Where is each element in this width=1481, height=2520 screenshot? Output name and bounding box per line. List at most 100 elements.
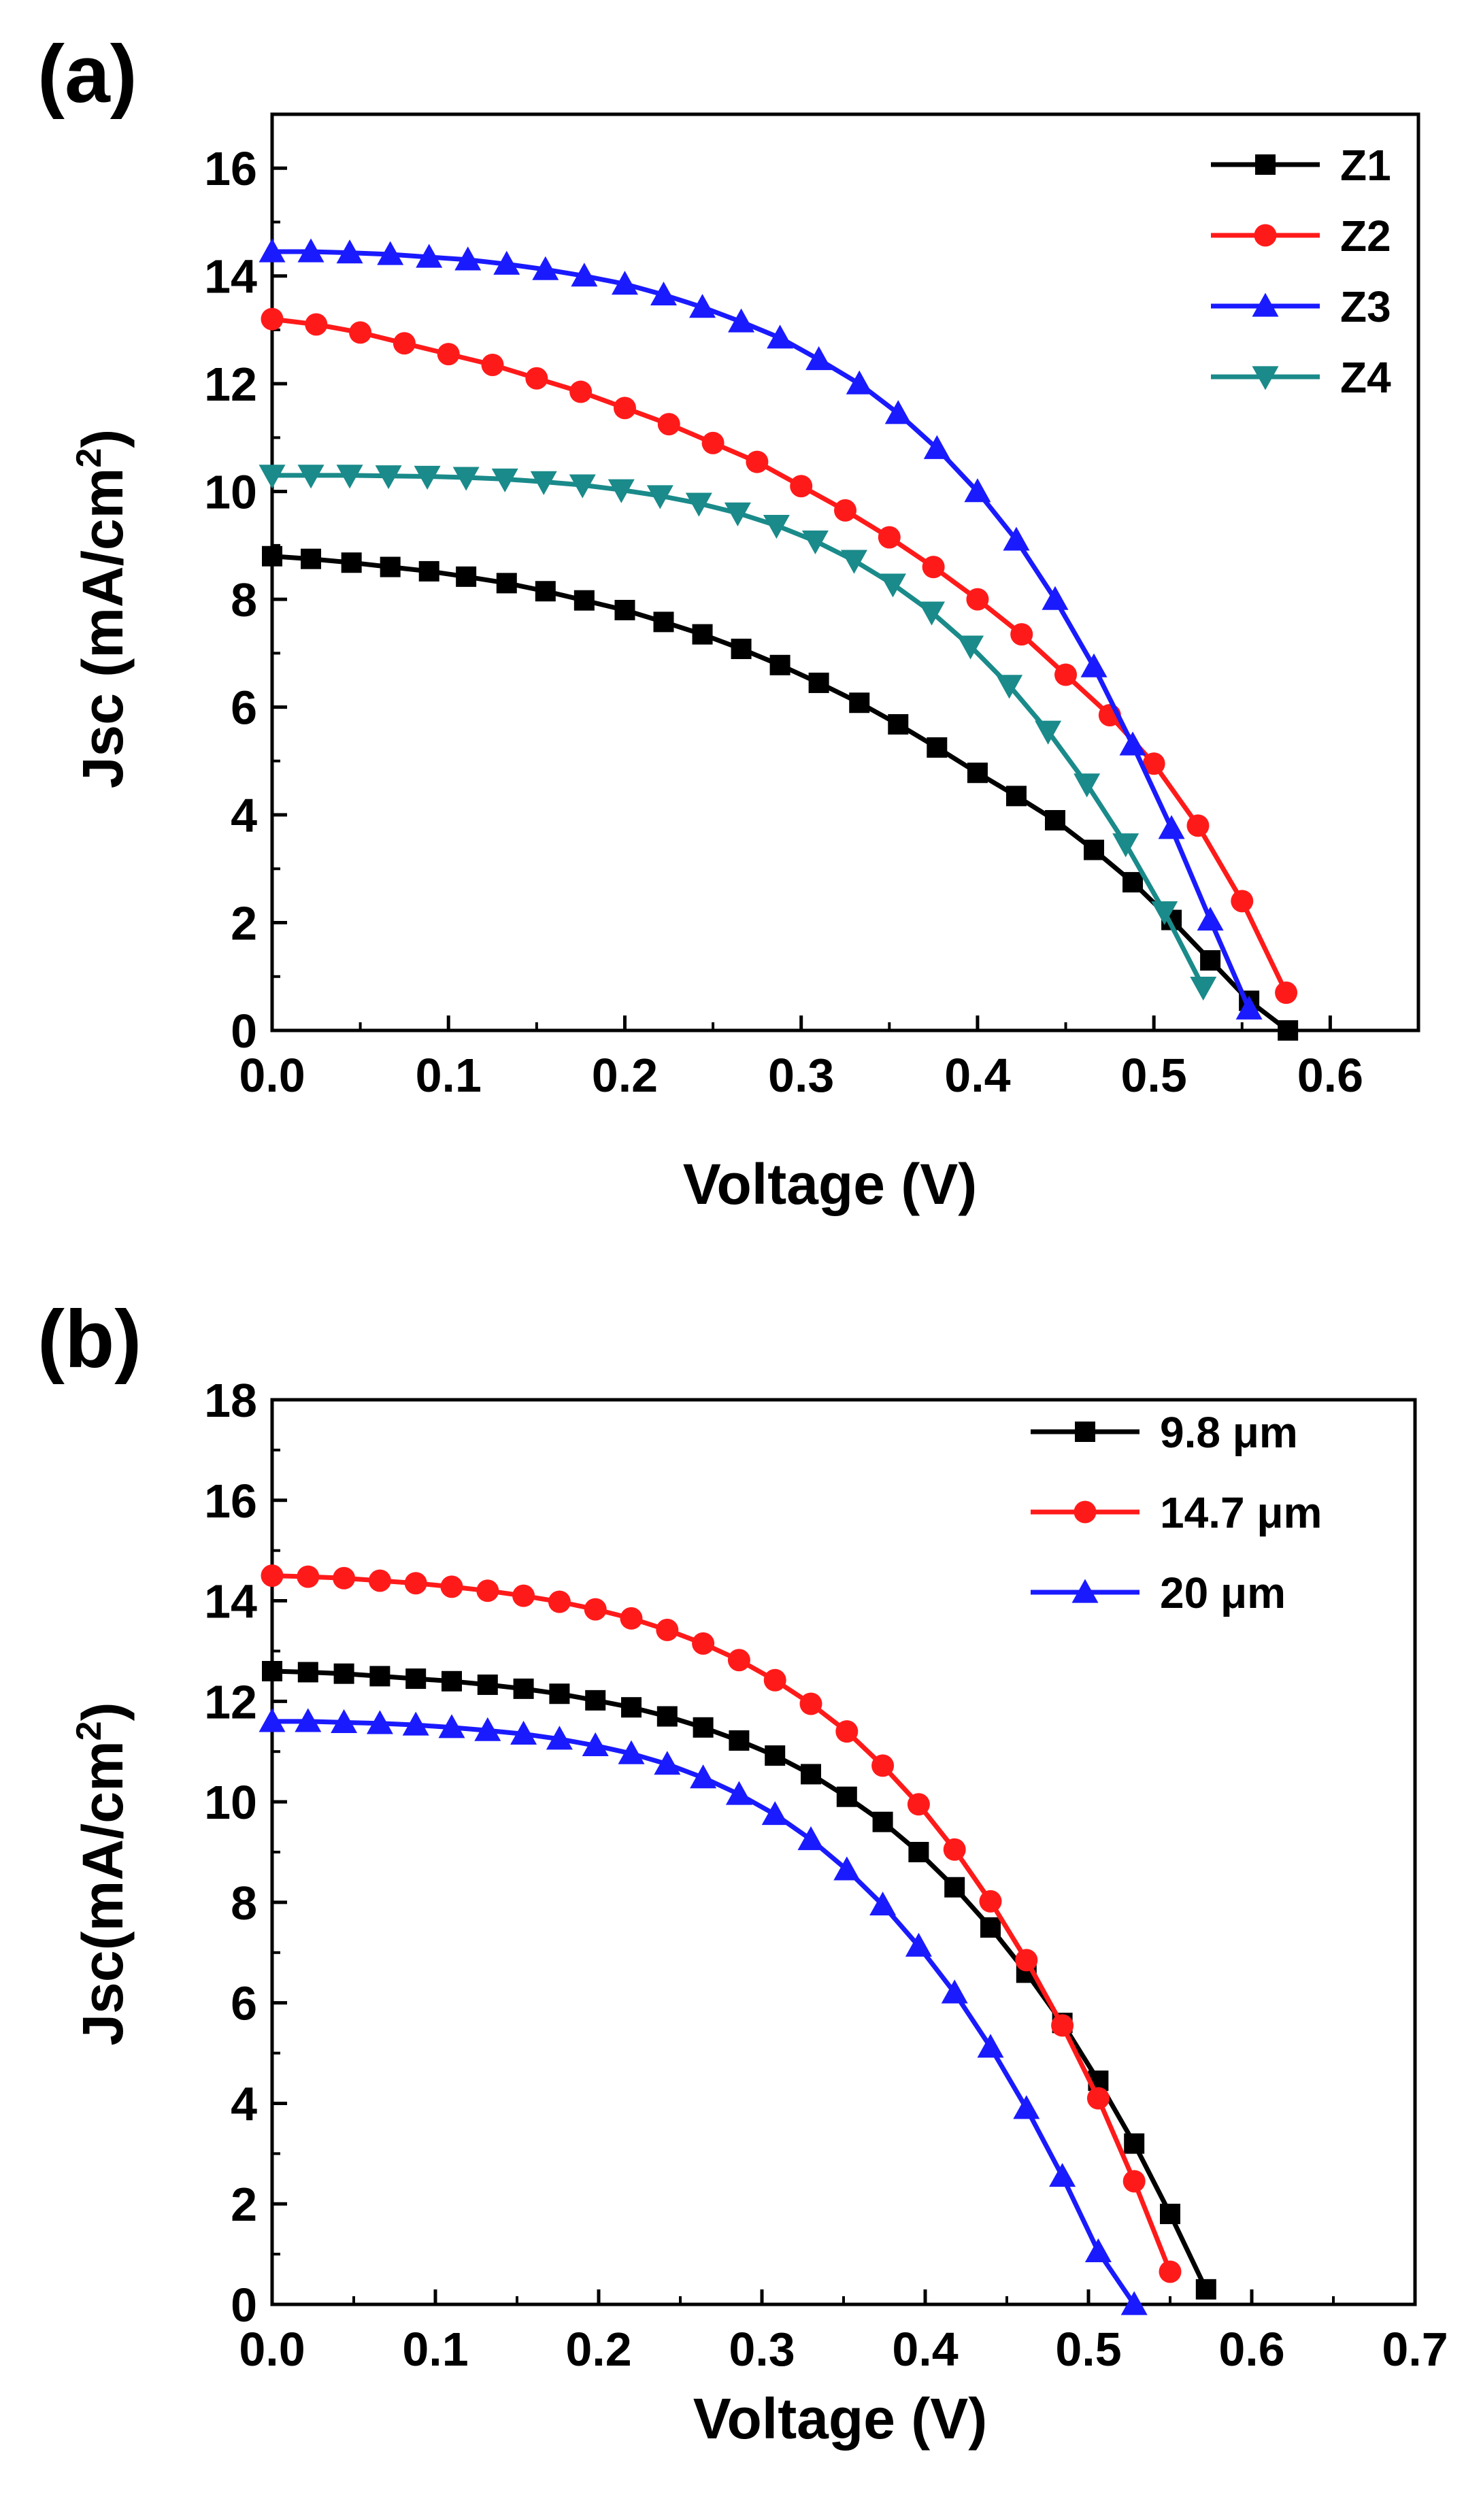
panel-a-series-3-point bbox=[259, 238, 286, 263]
panel-a-series-1-point bbox=[418, 560, 439, 582]
panel-a-plot-area: 0.0 0.1 0.2 0.3 0.4 0.5 0.6 0 2 4 6 8 10 12 14 16 Z1 Z2 Z3… bbox=[204, 112, 1420, 1102]
panel-b-series-1-point bbox=[944, 1877, 965, 1898]
panel-a-series-1-point bbox=[927, 737, 948, 758]
panel-b-series-2-point bbox=[548, 1590, 571, 1613]
panel-b-series-3-point bbox=[725, 1781, 752, 1805]
panel-a-legend: Z1 Z2 Z3 Z4 bbox=[1211, 141, 1391, 402]
panel-a-legend-marker bbox=[1255, 154, 1276, 175]
panel-b-series-3-point bbox=[1013, 2095, 1040, 2119]
panel-b-series-3-point bbox=[905, 1932, 932, 1957]
panel-a-series-2-point bbox=[437, 343, 460, 366]
panel-a-series-1-point bbox=[456, 566, 477, 587]
panel-a-series-4-point bbox=[491, 468, 518, 492]
panel-b-series-1-point bbox=[801, 1764, 821, 1785]
panel-b-y-tick-label: 4 bbox=[231, 2077, 257, 2130]
panel-a-series-3-point bbox=[1042, 586, 1069, 610]
panel-b-y-axis-label: Jsc(mA/cm2) bbox=[69, 1702, 135, 2045]
panel-b-series-3-point bbox=[295, 1708, 322, 1732]
panel-b-series-1-point bbox=[477, 1674, 498, 1695]
panel-b-series-2-point bbox=[656, 1618, 679, 1641]
panel-a-series-4-point bbox=[569, 474, 596, 499]
panel-b-y-tick-label: 6 bbox=[231, 1977, 257, 2030]
panel-b-x-tick-label: 0.7 bbox=[1382, 2323, 1448, 2376]
panel-a-series-3-point bbox=[1119, 731, 1146, 756]
panel-a-series-2-point bbox=[1275, 981, 1298, 1005]
panel-a-x-axis-label: Voltage (V) bbox=[683, 1152, 977, 1216]
panel-a-series-4-point bbox=[724, 502, 751, 526]
panel-a-series-2-point bbox=[790, 475, 813, 498]
panel-b-series-2-point bbox=[799, 1692, 822, 1715]
panel-a-series-1-point bbox=[769, 654, 791, 675]
panel-a-series-4-point bbox=[297, 465, 325, 489]
panel-a-series-4-point bbox=[918, 601, 946, 626]
panel-b-series-2-point bbox=[727, 1649, 750, 1672]
panel-b-y-tick-label: 2 bbox=[231, 2178, 257, 2231]
panel-a-series-3-point bbox=[1197, 907, 1224, 931]
panel-b-series-3-point bbox=[797, 1826, 825, 1851]
panel-a-legend-marker bbox=[1254, 224, 1277, 247]
panel-b-series-1-point bbox=[908, 1842, 929, 1862]
panel-b-series-1-point bbox=[442, 1670, 462, 1692]
panel-a-series-3-point bbox=[297, 238, 325, 263]
panel-a: (a) 0.0 0.1 0.2 0.3 0.4 0.5 0.6 0 2 4 6 8 10 12 14 16 Z1… bbox=[37, 29, 1420, 1216]
panel-b-series-3-point bbox=[1049, 2163, 1076, 2187]
panel-b-x-tick-label: 0.3 bbox=[729, 2323, 795, 2376]
panel-a-y-axis-label: Jsc (mA/cm2) bbox=[69, 429, 135, 788]
panel-a-series-1-point bbox=[380, 556, 401, 577]
panel-b-series-2-point bbox=[763, 1668, 786, 1692]
panel-a-legend-label: Z2 bbox=[1340, 212, 1391, 261]
panel-a-series-2-point bbox=[481, 353, 504, 376]
panel-b-legend-label: 20 μm bbox=[1160, 1568, 1286, 1617]
panel-b-series-1-point bbox=[297, 1662, 318, 1683]
panel-a-series-2-point bbox=[922, 556, 945, 579]
panel-a-series-2-point bbox=[349, 321, 372, 344]
panel-a-y-label-main: Jsc (mA/cm bbox=[71, 468, 135, 789]
panel-b-y-tick-label: 10 bbox=[204, 1776, 257, 1829]
panel-b-series-2-point bbox=[692, 1632, 715, 1655]
panel-a-series-1-point bbox=[614, 599, 635, 620]
panel-a-series-4-point bbox=[608, 479, 635, 503]
panel-b-series-1-line bbox=[271, 1668, 1208, 2291]
panel-b-series-3-point bbox=[977, 2034, 1004, 2058]
panel-b-series-1-point bbox=[1124, 2133, 1145, 2154]
panel-a-series-3-point bbox=[689, 294, 716, 318]
panel-a-series-4-point bbox=[763, 514, 790, 539]
panel-b-x-tick-label: 0.2 bbox=[565, 2323, 631, 2376]
panel-a-series-1-point bbox=[1084, 839, 1105, 860]
panel-a-series-3-point bbox=[532, 256, 559, 280]
panel-b-series-2-point bbox=[1015, 1949, 1038, 1972]
panel-a-series-4-point bbox=[1035, 720, 1062, 745]
panel-a-x-tick-label: 0.4 bbox=[944, 1049, 1010, 1102]
panel-a-series-1-point bbox=[573, 590, 595, 611]
panel-b-series-2-point bbox=[835, 1720, 859, 1743]
panel-b-plot-area: 0.0 0.1 0.2 0.3 0.4 0.5 0.6 0.7 0 2 4 6 8 10 12 14 16 18 9… bbox=[204, 1374, 1448, 2376]
panel-b-series-3-point bbox=[761, 1801, 788, 1826]
panel-b-series-3-point bbox=[259, 1708, 286, 1732]
panel-b-series-2-point bbox=[297, 1565, 320, 1588]
panel-b-series-3-point bbox=[869, 1892, 897, 1916]
panel-b-series-2-point bbox=[584, 1598, 607, 1621]
panel-b-series-2-point bbox=[476, 1579, 499, 1602]
panel-b-y-tick-label: 18 bbox=[204, 1374, 257, 1427]
panel-a-series-1-point bbox=[731, 639, 752, 660]
panel-b-series-3-line bbox=[272, 1719, 1137, 2306]
panel-b-y-label-close: ) bbox=[71, 1702, 135, 1721]
panel-b-series-1-point bbox=[729, 1730, 750, 1751]
panel-b-x-axis-label: Voltage (V) bbox=[693, 2387, 987, 2451]
panel-a-series-1-point bbox=[1278, 1020, 1299, 1041]
panel-b-series-3-point bbox=[618, 1740, 645, 1764]
panel-a-series-4-point bbox=[1112, 833, 1139, 858]
panel-b-legend-marker bbox=[1074, 1500, 1097, 1524]
panel-b-label: (b) bbox=[37, 1294, 142, 1385]
panel-a-y-tick-label: 4 bbox=[231, 789, 257, 842]
panel-a-y-tick-label: 10 bbox=[204, 466, 257, 519]
panel-a-series-4-point bbox=[1151, 901, 1178, 926]
panel-a-series-3-point bbox=[493, 250, 520, 275]
panel-b-series-3-point bbox=[438, 1714, 465, 1738]
panel-a-series-3-point bbox=[454, 246, 482, 271]
panel-a-y-label-close: ) bbox=[71, 429, 135, 448]
panel-a-x-tick-label: 0.6 bbox=[1297, 1049, 1363, 1102]
panel-a-x-tick-label: 0.3 bbox=[768, 1049, 834, 1102]
panel-b-series-3-point bbox=[402, 1711, 429, 1736]
panel-a-series-3-point bbox=[416, 243, 443, 268]
